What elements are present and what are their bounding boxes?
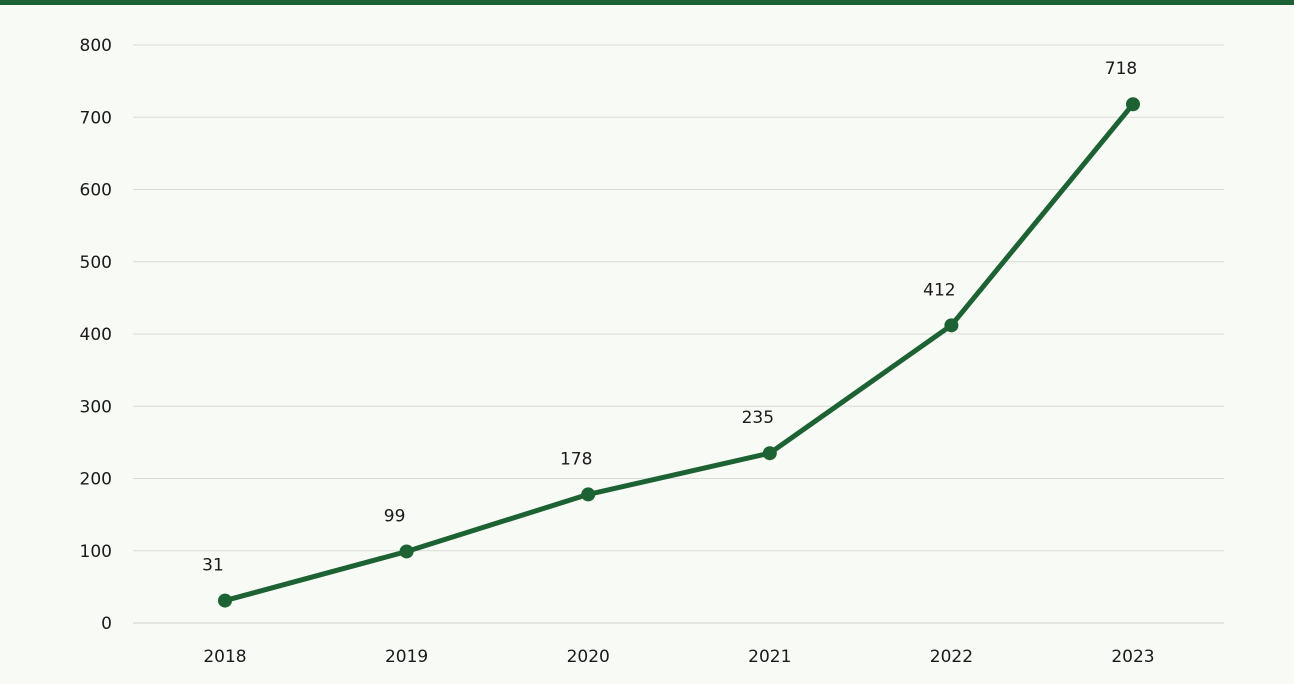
x-tick-label: 2020 <box>567 647 610 667</box>
y-tick-label: 500 <box>80 253 112 273</box>
x-tick-label: 2023 <box>1111 647 1154 667</box>
gridlines <box>133 44 1224 624</box>
y-tick-label: 800 <box>80 36 112 56</box>
y-tick-label: 600 <box>80 181 112 201</box>
data-point <box>1126 97 1140 112</box>
y-tick-label: 100 <box>80 542 112 562</box>
x-tick-label: 2019 <box>385 647 428 667</box>
y-tick-label: 400 <box>80 325 112 345</box>
x-tick-label: 2021 <box>748 647 791 667</box>
top-accent-bar <box>0 0 1294 5</box>
y-tick-label: 700 <box>80 108 112 128</box>
y-tick-label: 300 <box>80 397 112 417</box>
data-label: 99 <box>384 506 406 526</box>
series-line-layer <box>222 101 1136 604</box>
data-label: 412 <box>923 280 955 300</box>
data-point <box>944 318 959 333</box>
data-label: 31 <box>202 556 224 576</box>
y-tick-label: 200 <box>80 470 112 490</box>
data-points <box>218 97 1140 608</box>
y-tick-label: 0 <box>101 614 112 634</box>
data-label: 718 <box>1105 59 1137 79</box>
data-label: 178 <box>560 449 592 469</box>
x-tick-label: 2022 <box>930 647 973 667</box>
x-axis-ticks: 2018 2019 2020 2021 2022 2023 <box>203 647 1154 667</box>
data-point <box>762 446 777 461</box>
data-label: 235 <box>742 408 774 428</box>
data-point <box>399 544 414 559</box>
data-point <box>581 487 596 502</box>
data-labels: 31 99 178 235 412 718 <box>202 59 1137 575</box>
y-axis-ticks: 0 100 200 300 400 500 600 700 800 <box>80 36 112 634</box>
x-tick-label: 2018 <box>203 647 246 667</box>
series-line <box>222 101 1136 604</box>
data-point <box>218 593 232 608</box>
